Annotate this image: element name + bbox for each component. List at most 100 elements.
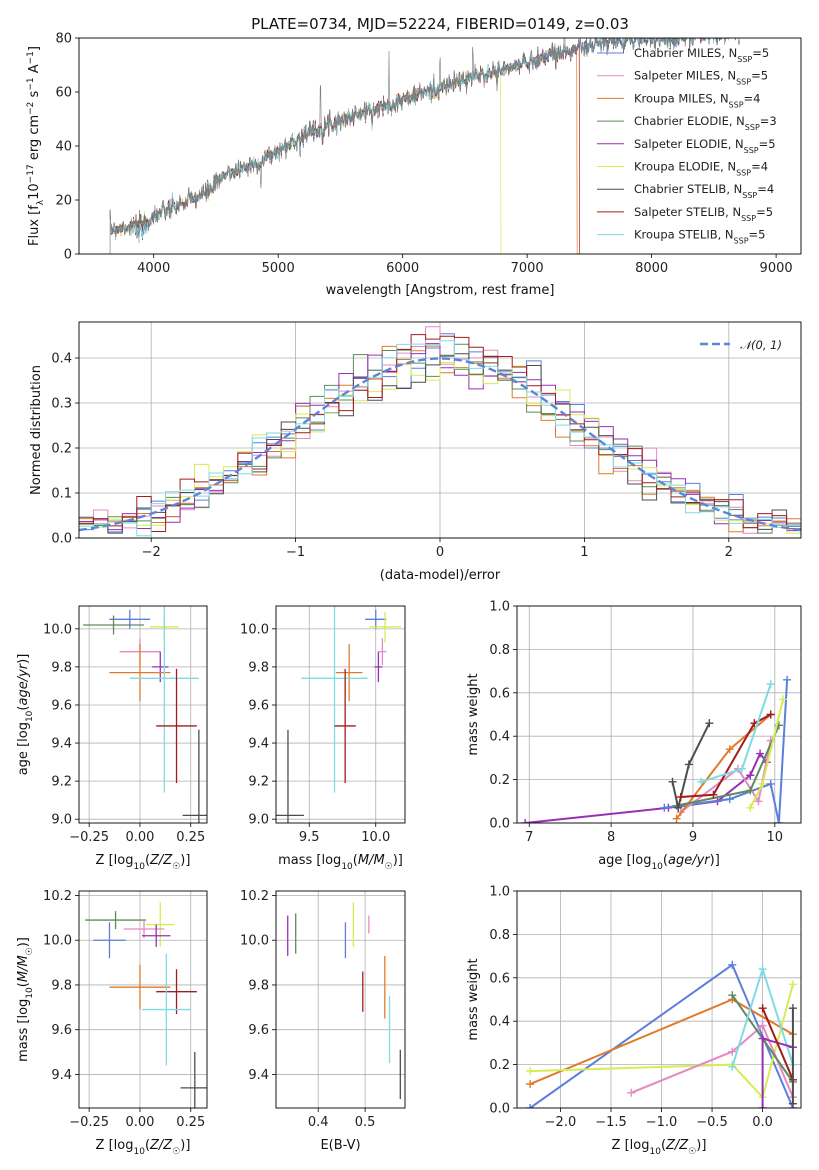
age_vs_Z-xlabel-part: 10 [133, 862, 145, 872]
legend-text: Chabrier STELIB, N [634, 182, 742, 196]
mass_vs_Z-ytick-label: 9.8 [51, 978, 72, 993]
mass_vs_Z-ytick-label: 9.6 [51, 1023, 72, 1038]
age_vs_mass-xlabel: mass [log10(M/M☉)] [278, 853, 403, 872]
legend-text: Chabrier MILES, N [634, 46, 737, 60]
mass_weight_vs_age-ylabel: mass weight [466, 673, 481, 755]
residuals-xtick-label: 1 [580, 545, 588, 560]
age_vs_Z-ylabel: age [log10(age/yr)] [16, 654, 35, 776]
legend-label: Salpeter ELODIE, NSSP=5 [634, 137, 776, 155]
mass_vs_ebv-frame [275, 890, 406, 1109]
mass-weight-marker [774, 819, 783, 823]
mass_vs_Z-xlabel: Z [log10(Z/Z☉)] [96, 1138, 191, 1157]
age_vs_Z-ylabel-part: )] [16, 654, 31, 664]
mass_weight_vs_Z-axes [513, 890, 801, 1112]
mass-weight-marker [697, 777, 706, 786]
mass_weight_vs_age-ytick-label: 0.6 [489, 686, 510, 701]
spectrum-frame [78, 37, 802, 255]
mass_vs_Z-xlabel-part: ( [145, 1138, 150, 1153]
residuals-ytick-label: 0.2 [51, 442, 72, 457]
mass_weight_vs_Z-xlabel-part: ( [661, 1138, 666, 1153]
mass_vs_ebv-ytick-label: 9.6 [248, 1023, 269, 1038]
mass_weight_vs_age-ytick-label: 0.4 [489, 730, 510, 745]
mass-weight-marker [674, 803, 683, 812]
age_vs_mass-xtick-label: 10.0 [361, 830, 390, 845]
mass_weight_vs_Z-ytick-label: 1.0 [489, 885, 510, 900]
legend-label: Kroupa MILES, NSSP=4 [634, 91, 760, 109]
mass_vs_ebv-ytick-label: 9.4 [248, 1068, 269, 1083]
mass-weight-marker [746, 786, 755, 795]
mass-weight-marker [526, 1080, 535, 1089]
mass-weight-line [761, 1007, 794, 1081]
mass_weight_vs_Z-ytick-label: 0.8 [489, 928, 510, 943]
age_vs_Z-axes [75, 606, 207, 827]
mass_weight_vs_age-xtick-label: 8 [607, 830, 615, 845]
legend-label: Salpeter MILES, NSSP=5 [634, 69, 768, 87]
residuals-frame [78, 321, 802, 539]
mass_vs_ebv-xtick-label: 0.4 [308, 1115, 329, 1130]
mass_vs_Z-ylabel: mass [log10(M/M☉)] [16, 937, 35, 1062]
legend-text: =5 [749, 228, 766, 242]
mass_vs_Z-axes [75, 891, 207, 1112]
mass_weight_vs_Z-xlabel: Z [log10(Z/Z☉)] [612, 1138, 707, 1157]
spectrum-xtick-label: 9000 [760, 261, 793, 276]
mass-weight-marker [758, 1004, 767, 1013]
mass_vs_Z-xtick-label: 0.25 [176, 1115, 205, 1130]
legend-text: =4 [751, 160, 768, 174]
mass_weight_vs_Z-xlabel-part: ☉ [688, 1147, 696, 1157]
age_vs_Z-xtick-label: −0.25 [69, 830, 109, 845]
age_vs_Z-xtick-label: 0.00 [125, 830, 154, 845]
mass_vs_Z-xlabel-part: Z [log [96, 1138, 134, 1153]
spectrum-ylabel-part: s [27, 90, 42, 101]
mass_weight_vs_Z-xtick-label: 0.0 [752, 1115, 773, 1130]
age_vs_Z-frame [78, 605, 208, 824]
mass_weight_vs_Z-xtick-label: −1.0 [646, 1115, 678, 1130]
mass_vs_ebv-axes [272, 891, 405, 1112]
age_vs_mass-ytick-label: 9.4 [248, 737, 269, 752]
age_vs_mass-xlabel-part: M/M [358, 853, 385, 868]
mass-weight-marker [746, 803, 755, 812]
legend-text: =4 [744, 91, 761, 105]
mass-weight-marker [758, 1104, 767, 1108]
spectrum-ylabel-part: 10 [27, 183, 42, 200]
residuals-ylabel: Normed distribution [29, 365, 44, 495]
mass-weight-marker [758, 1034, 767, 1043]
residuals-ytick-label: 0.4 [51, 352, 72, 367]
mass-weight-marker [756, 749, 765, 758]
mass_vs_Z-xlabel-part: )] [180, 1138, 190, 1153]
spectrum-title: PLATE=0734, MJD=52224, FIBERID=0149, z=0… [251, 15, 629, 33]
legend-sub: SSP [737, 55, 752, 64]
mass-weight-marker [728, 1047, 737, 1056]
mass-weight-marker [788, 980, 797, 989]
legend-sub: SSP [744, 145, 759, 154]
mass-weight-marker [766, 710, 775, 719]
mass-weight-marker [754, 797, 763, 806]
mass_vs_Z-ylabel-part: M/M [16, 955, 31, 982]
mass_weight_vs_Z-xlabel-part: 10 [649, 1147, 661, 1157]
mass_weight_vs_age-xlabel-part: 10 [651, 862, 663, 872]
age_vs_mass-ytick-label: 9.0 [248, 813, 269, 828]
legend-sub: SSP [736, 77, 751, 86]
age_vs_Z-ytick-label: 9.0 [51, 813, 72, 828]
spectrum-xtick-label: 7000 [511, 261, 544, 276]
spectrum-ytick-label: 60 [55, 86, 72, 101]
mass_weight_vs_Z-ylabel: mass weight [466, 958, 481, 1040]
age_vs_mass-xlabel-part: ☉ [385, 862, 393, 872]
mass-weight-line [680, 740, 772, 813]
age_vs_mass-frame [275, 605, 406, 824]
mass-weight-line [671, 722, 711, 809]
legend-label: Salpeter STELIB, NSSP=5 [634, 205, 773, 223]
legend-label: Kroupa STELIB, NSSP=5 [634, 228, 765, 246]
age_vs_mass-xlabel-part: )] [393, 853, 403, 868]
legend-sub: SSP [729, 100, 744, 109]
spectrum-data-line [109, 38, 741, 238]
legend-text: =4 [757, 182, 774, 196]
age_vs_Z-ytick-label: 9.8 [51, 660, 72, 675]
mass_vs_Z-xtick-label: 0.00 [125, 1115, 154, 1130]
normal-curve [79, 357, 801, 532]
mass_vs_ebv-ytick-label: 9.8 [248, 978, 269, 993]
age_vs_Z-ylabel-part: age [log [16, 722, 31, 775]
mass-weight-marker [728, 1062, 737, 1071]
age_vs_mass-xtick-label: 9.5 [299, 830, 320, 845]
age_vs_Z-ytick-label: 10.0 [43, 622, 72, 637]
mass_weight_vs_Z-frame [516, 890, 802, 1109]
